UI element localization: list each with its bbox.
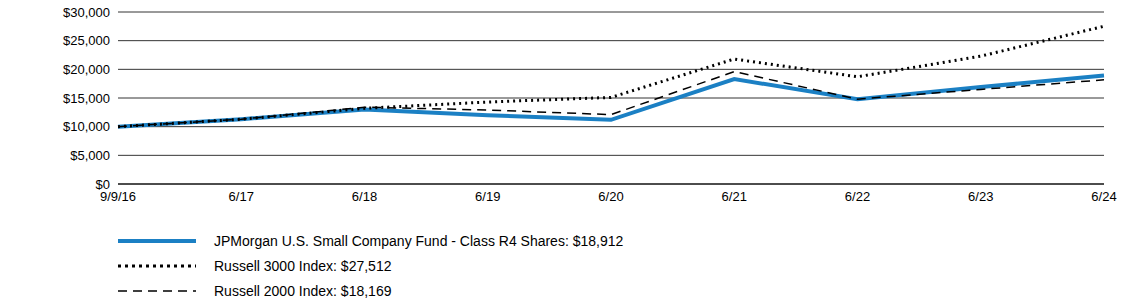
svg-text:6/23: 6/23	[968, 189, 993, 204]
svg-text:6/20: 6/20	[598, 189, 623, 204]
svg-text:$30,000: $30,000	[63, 5, 110, 20]
html-text:Russell 3000 Index: $27,512: Russell 3000 Index: $27,512	[214, 257, 392, 274]
svg-text:$20,000: $20,000	[63, 62, 110, 77]
svg-text:9/9/16: 9/9/16	[99, 189, 137, 205]
svg-text:6/21: 6/21	[722, 189, 747, 204]
svg-text:6/24: 6/24	[1091, 189, 1116, 204]
svg-text:$5,000: $5,000	[70, 148, 110, 163]
svg-text:6/17: 6/17	[229, 189, 254, 204]
svg-text:6/19: 6/19	[475, 189, 500, 204]
svg-text:6/18: 6/18	[352, 189, 377, 204]
svg-text:$25,000: $25,000	[63, 33, 110, 48]
html-text:JPMorgan U.S. Small Company Fu: JPMorgan U.S. Small Company Fund - Class…	[214, 232, 624, 249]
svg-text:6/22: 6/22	[845, 189, 870, 204]
html-text:Russell 2000 Index: $18,169: Russell 2000 Index: $18,169	[214, 282, 392, 299]
svg-text:$15,000: $15,000	[63, 91, 110, 106]
svg-text:$10,000: $10,000	[63, 119, 110, 134]
svg-text:$0: $0	[96, 177, 110, 192]
